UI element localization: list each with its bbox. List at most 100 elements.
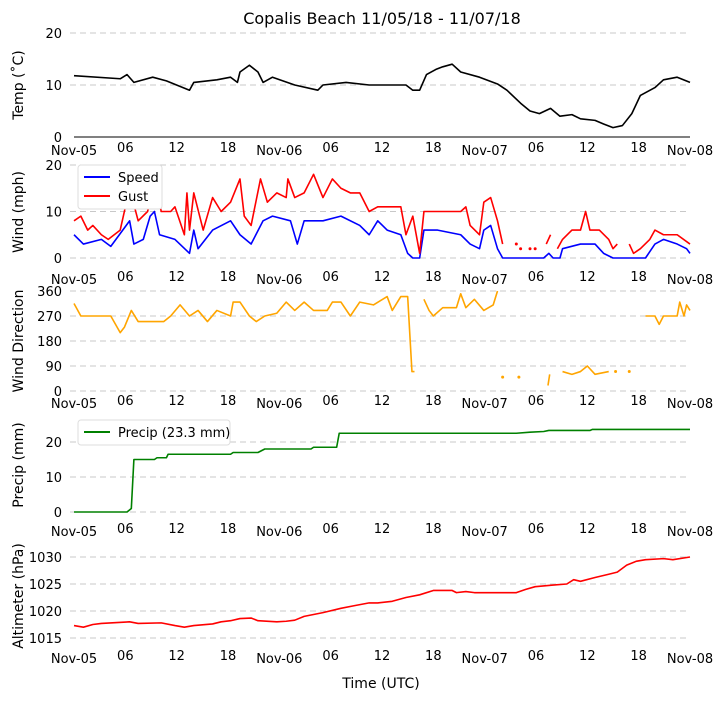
series-line	[628, 229, 691, 255]
x-tick-label: 12	[579, 649, 596, 664]
y-tick-label: 360	[37, 285, 62, 300]
x-tick-label: Nov-08	[667, 652, 713, 667]
x-tick-label: 06	[117, 649, 134, 664]
series-line	[73, 295, 415, 373]
y-tick-label: 90	[45, 360, 62, 375]
y-tick-label: 20	[45, 436, 62, 451]
x-tick-label: 06	[322, 394, 339, 409]
x-tick-label: 18	[220, 270, 237, 285]
x-tick-label: 18	[220, 649, 237, 664]
x-tick-label: Nov-07	[462, 273, 508, 288]
x-tick-label: 18	[220, 522, 237, 537]
legend: Speed Gust	[77, 164, 163, 210]
series-temp	[73, 63, 691, 129]
x-tick-label: Nov-06	[256, 273, 302, 288]
series-line	[556, 210, 618, 250]
x-tick-label: 12	[374, 270, 391, 285]
x-tick-label: Nov-06	[256, 652, 302, 667]
legend-box	[77, 419, 231, 446]
y-tick-label: 1020	[29, 605, 62, 620]
legend-label: Speed	[118, 171, 159, 186]
x-tick-label: Nov-05	[51, 652, 97, 667]
y-tick-label: 0	[54, 252, 62, 267]
panel-3: 0 90 180 270 360 Wind Direction Nov-05 06 12 18 No…	[11, 285, 713, 412]
y-tick-label: 1015	[29, 632, 62, 647]
x-tick-label: Nov-06	[256, 525, 302, 540]
y-axis-label: Altimeter (hPa)	[11, 543, 27, 649]
x-tick-label: 06	[322, 649, 339, 664]
x-tick-label: 18	[425, 141, 442, 156]
x-tick-label: 06	[528, 141, 545, 156]
y-tick-label: 20	[45, 159, 62, 174]
x-tick-label: Nov-07	[462, 397, 508, 412]
x-tick-label: 06	[528, 270, 545, 285]
y-tick-label: 10	[45, 79, 62, 94]
panel-2: 0 10 20 Wind (mph) Nov-05 06 12 18 Nov-06 06 12 18 N…	[11, 159, 713, 288]
x-tick-label: Nov-06	[256, 144, 302, 159]
data-point	[501, 375, 505, 379]
series-precip	[74, 428, 690, 513]
panel-4: 0 10 20 Precip (mm) Nov-05 06 12 18 Nov-06 06 12 18…	[11, 419, 713, 540]
x-tick-label: 12	[168, 141, 185, 156]
x-tick-label: 12	[168, 522, 185, 537]
y-tick-label: 0	[54, 131, 62, 146]
x-tick-label: 06	[528, 522, 545, 537]
data-point	[514, 242, 518, 246]
data-point	[517, 375, 521, 379]
y-axis-label: Precip (mm)	[11, 422, 27, 507]
data-point	[533, 247, 537, 251]
x-tick-label: Nov-07	[462, 652, 508, 667]
x-tick-label: Nov-07	[462, 525, 508, 540]
x-tick-label: 06	[117, 270, 134, 285]
x-tick-label: Nov-08	[667, 144, 713, 159]
series-line	[423, 290, 499, 317]
x-tick-label: 18	[630, 522, 647, 537]
x-tick-label: 18	[425, 649, 442, 664]
y-axis-label: Wind (mph)	[11, 171, 27, 253]
y-tick-label: 0	[54, 506, 62, 521]
x-tick-label: 18	[425, 270, 442, 285]
x-tick-label: 06	[117, 522, 134, 537]
legend: Precip (23.3 mm)	[77, 419, 231, 446]
data-point	[528, 247, 532, 251]
data-point	[519, 247, 523, 251]
chart-title: Copalis Beach 11/05/18 - 11/07/18	[243, 9, 521, 28]
series-speed	[73, 210, 691, 259]
y-tick-label: 270	[37, 310, 62, 325]
series-line	[547, 374, 551, 386]
series-line	[74, 428, 690, 513]
series-line	[645, 301, 691, 326]
legend-label: Gust	[118, 190, 148, 205]
x-tick-label: 12	[374, 394, 391, 409]
x-tick-label: 06	[528, 394, 545, 409]
x-tick-label: 12	[374, 522, 391, 537]
series-line	[73, 556, 691, 629]
x-tick-label: Nov-05	[51, 397, 97, 412]
x-tick-label: 12	[374, 141, 391, 156]
x-tick-label: 18	[425, 394, 442, 409]
data-point	[627, 370, 631, 374]
x-tick-label: 12	[579, 394, 596, 409]
y-tick-label: 1025	[29, 578, 62, 593]
y-tick-label: 20	[45, 27, 62, 42]
x-tick-label: 18	[630, 394, 647, 409]
x-tick-label: 06	[322, 270, 339, 285]
y-axis-label: Temp (˚C)	[10, 50, 27, 120]
x-tick-label: 12	[579, 270, 596, 285]
x-tick-label: Nov-05	[51, 273, 97, 288]
data-point	[614, 370, 618, 374]
x-tick-label: Nov-08	[667, 397, 713, 412]
x-tick-label: 12	[168, 394, 185, 409]
x-tick-label: 18	[220, 141, 237, 156]
series-altimeter	[73, 556, 691, 629]
x-tick-label: 18	[220, 394, 237, 409]
x-tick-label: 12	[168, 649, 185, 664]
series-gust	[73, 173, 691, 255]
x-tick-label: Nov-05	[51, 144, 97, 159]
series-line	[73, 63, 691, 129]
x-tick-label: 12	[579, 522, 596, 537]
y-tick-label: 10	[45, 206, 62, 221]
x-tick-label: Nov-07	[462, 144, 508, 159]
x-tick-label: 18	[425, 522, 442, 537]
x-tick-label: 06	[117, 394, 134, 409]
